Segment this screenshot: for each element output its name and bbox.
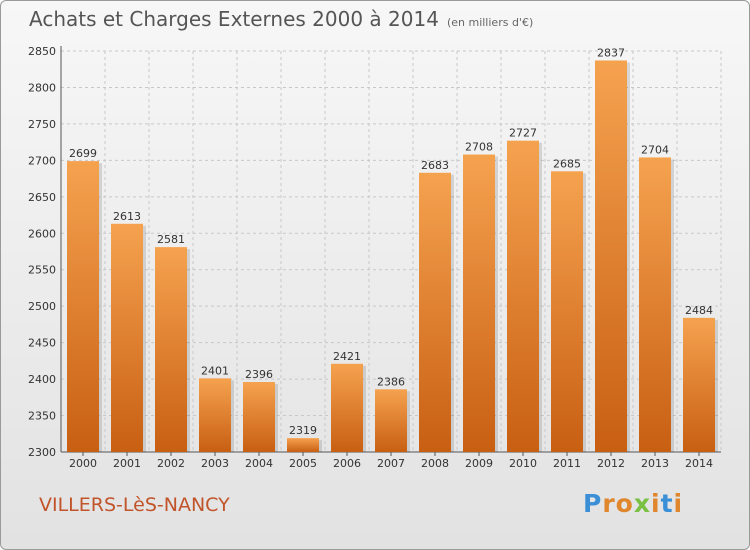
y-tick-label: 2600 — [28, 227, 56, 240]
x-tick-label: 2014 — [685, 457, 713, 470]
x-tick-label: 2003 — [201, 457, 229, 470]
y-tick-label: 2850 — [28, 45, 56, 58]
proxiti-logo: Proxiti — [583, 489, 683, 518]
x-tick-label: 2008 — [421, 457, 449, 470]
bar-2013 — [639, 157, 671, 452]
x-tick-label: 2012 — [597, 457, 625, 470]
chart-title-text: Achats et Charges Externes 2000 à 2014 — [29, 7, 439, 31]
x-tick-label: 2010 — [509, 457, 537, 470]
x-tick-label: 2005 — [289, 457, 317, 470]
city-name: VILLERS-LèS-NANCY — [39, 494, 230, 516]
value-label: 2685 — [553, 157, 581, 170]
bar-2007 — [375, 389, 407, 452]
value-label: 2708 — [465, 141, 493, 154]
x-tick-label: 2004 — [245, 457, 273, 470]
bar-2001 — [111, 223, 143, 452]
y-tick-label: 2450 — [28, 337, 56, 350]
value-label: 2484 — [685, 304, 713, 317]
value-label: 2704 — [641, 143, 669, 156]
bar-2000 — [67, 161, 99, 453]
x-tick-label: 2002 — [157, 457, 185, 470]
value-label: 2699 — [69, 147, 97, 160]
x-tick-label: 2000 — [69, 457, 97, 470]
y-tick-label: 2700 — [28, 154, 56, 167]
bar-2003 — [199, 378, 231, 452]
y-tick-label: 2550 — [28, 264, 56, 277]
value-label: 2581 — [157, 233, 185, 246]
bars — [67, 60, 718, 453]
x-tick-label: 2001 — [113, 457, 141, 470]
bar-2008 — [419, 172, 451, 452]
bar-2010 — [507, 140, 539, 453]
bar-2006 — [331, 363, 363, 452]
bar-2009 — [463, 154, 495, 452]
y-tick-label: 2650 — [28, 191, 56, 204]
bar-2012 — [595, 60, 627, 452]
y-tick-label: 2300 — [28, 446, 56, 459]
value-label: 2613 — [113, 210, 141, 223]
logo-letter: x — [633, 489, 651, 518]
x-tick-label: 2007 — [377, 457, 405, 470]
labels: 2300 2350 2400 2450 2500 2550 2600 2650 2700 2750… — [28, 45, 713, 470]
chart-title: Achats et Charges Externes 2000 à 2014 (e… — [29, 7, 533, 31]
value-label: 2837 — [597, 46, 625, 59]
logo-letter: t — [660, 489, 674, 518]
x-tick-label: 2006 — [333, 457, 361, 470]
y-tick-label: 2500 — [28, 300, 56, 313]
x-tick-label: 2009 — [465, 457, 493, 470]
y-tick-label: 2350 — [28, 410, 56, 423]
bar-2002 — [155, 247, 187, 452]
value-label: 2319 — [289, 424, 317, 437]
y-tick-label: 2800 — [28, 81, 56, 94]
value-label: 2396 — [245, 368, 273, 381]
x-tick-label: 2013 — [641, 457, 669, 470]
value-label: 2421 — [333, 350, 361, 363]
logo-letter: i — [651, 489, 661, 518]
y-tick-label: 2750 — [28, 118, 56, 131]
bar-2005 — [287, 438, 319, 452]
x-tick-label: 2011 — [553, 457, 581, 470]
logo-letter: o — [615, 489, 634, 518]
bar-2004 — [243, 382, 275, 452]
bar-2011 — [551, 171, 583, 453]
logo-letter: r — [602, 489, 616, 518]
logo-letter: i — [673, 489, 684, 518]
value-label: 2386 — [377, 375, 405, 388]
logo-letter: P — [583, 489, 603, 518]
value-label: 2727 — [509, 127, 537, 140]
value-label: 2401 — [201, 364, 229, 377]
value-label: 2683 — [421, 159, 449, 172]
bar-chart: 2300 2350 2400 2450 2500 2550 2600 2650 2700 2750… — [28, 45, 722, 470]
chart-subtitle: (en milliers d'€) — [446, 16, 534, 29]
bar-2014 — [683, 317, 715, 452]
y-tick-label: 2400 — [28, 373, 56, 386]
